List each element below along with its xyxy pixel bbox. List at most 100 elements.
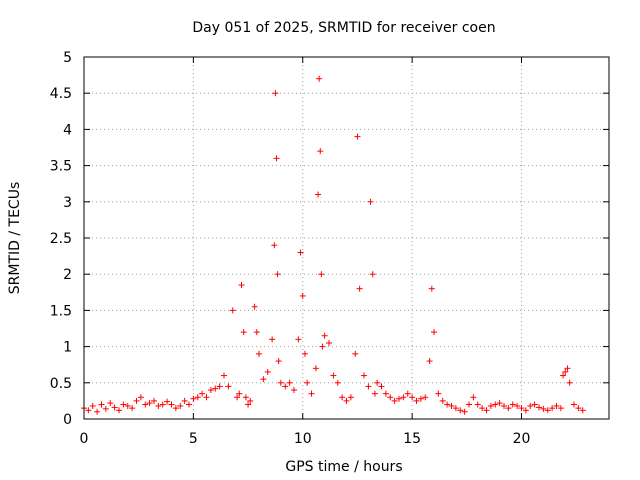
data-point [378, 383, 385, 390]
data-point [277, 379, 284, 386]
data-point [297, 249, 304, 256]
data-point [159, 401, 166, 408]
data-point [177, 402, 184, 409]
data-point [317, 148, 324, 155]
data-point [308, 390, 315, 397]
data-point [242, 394, 249, 401]
data-point [295, 336, 302, 343]
data-point [133, 397, 140, 404]
data-point [116, 407, 122, 414]
data-point [260, 376, 267, 383]
data-point [326, 339, 332, 346]
data-point [151, 397, 157, 404]
data-point [382, 390, 389, 397]
y-tick-label: 4 [63, 122, 72, 138]
data-point [352, 350, 359, 357]
data-point [271, 242, 278, 249]
data-point [575, 405, 582, 412]
data-point [347, 394, 354, 401]
data-point [194, 394, 201, 401]
data-point [316, 75, 323, 82]
y-tick-label: 5 [63, 50, 72, 66]
data-point [146, 400, 153, 407]
data-point [457, 407, 464, 414]
data-point [190, 395, 197, 402]
data-point [238, 282, 245, 289]
data-point [354, 133, 361, 140]
data-point [400, 394, 407, 401]
data-point [487, 402, 494, 409]
data-point [212, 385, 219, 392]
y-axis-ticks: 0 0.5 1 1.5 2 2.5 3 3.5 4 4.5 5 [50, 50, 609, 428]
data-point [89, 402, 96, 409]
data-point [124, 402, 131, 409]
y-tick-label: 3.5 [50, 159, 72, 175]
data-point [501, 402, 507, 409]
data-point [560, 372, 567, 379]
x-tick-label: 20 [513, 431, 531, 447]
data-point [536, 404, 542, 411]
data-point [435, 390, 442, 397]
x-axis-label: GPS time / hours [285, 459, 402, 475]
data-point [181, 397, 188, 404]
data-point [466, 401, 472, 408]
data-point [452, 405, 459, 412]
data-point [111, 404, 118, 411]
data-point [461, 408, 468, 415]
data-point [562, 368, 569, 375]
data-point [120, 401, 127, 408]
data-point [98, 401, 105, 408]
data-point [85, 407, 92, 414]
y-tick-label: 2 [63, 267, 72, 283]
data-point [319, 343, 326, 350]
data-point [229, 307, 236, 314]
data-point [479, 405, 486, 412]
chart-title: Day 051 of 2025, SRMTID for receiver coe… [192, 20, 495, 36]
data-point [94, 408, 101, 415]
data-point [518, 405, 525, 412]
data-points [81, 75, 586, 415]
y-tick-label: 2.5 [50, 231, 72, 247]
data-point [426, 358, 433, 365]
data-point [483, 407, 490, 414]
data-point [387, 394, 394, 401]
data-point [256, 350, 262, 357]
data-point [234, 394, 241, 401]
data-point [199, 390, 206, 397]
data-point [343, 397, 350, 404]
data-point [428, 285, 435, 292]
data-point [522, 407, 529, 414]
data-point [557, 405, 564, 412]
data-point [496, 400, 503, 407]
data-point [282, 383, 289, 390]
data-point [186, 401, 192, 408]
data-point [312, 365, 319, 372]
data-point [431, 329, 437, 336]
data-point [564, 365, 571, 372]
data-point [216, 383, 223, 390]
data-point [304, 379, 311, 386]
data-point [540, 405, 547, 412]
data-point [422, 394, 429, 401]
data-point [579, 407, 586, 414]
data-point [164, 398, 171, 405]
data-point [155, 402, 162, 409]
data-point [240, 329, 247, 336]
data-point [470, 394, 477, 401]
data-point [566, 379, 573, 386]
data-point [439, 397, 446, 404]
x-axis-ticks: 0 5 10 15 20 [80, 57, 531, 447]
data-point [236, 390, 243, 397]
data-point [474, 401, 481, 408]
data-point [299, 292, 306, 299]
x-tick-label: 5 [189, 431, 198, 447]
data-point [505, 405, 512, 412]
data-point [365, 383, 372, 390]
data-point [321, 332, 328, 339]
data-point [221, 372, 227, 379]
data-point [417, 395, 424, 402]
grid [84, 57, 609, 419]
data-point [413, 397, 420, 404]
data-point [444, 401, 451, 408]
